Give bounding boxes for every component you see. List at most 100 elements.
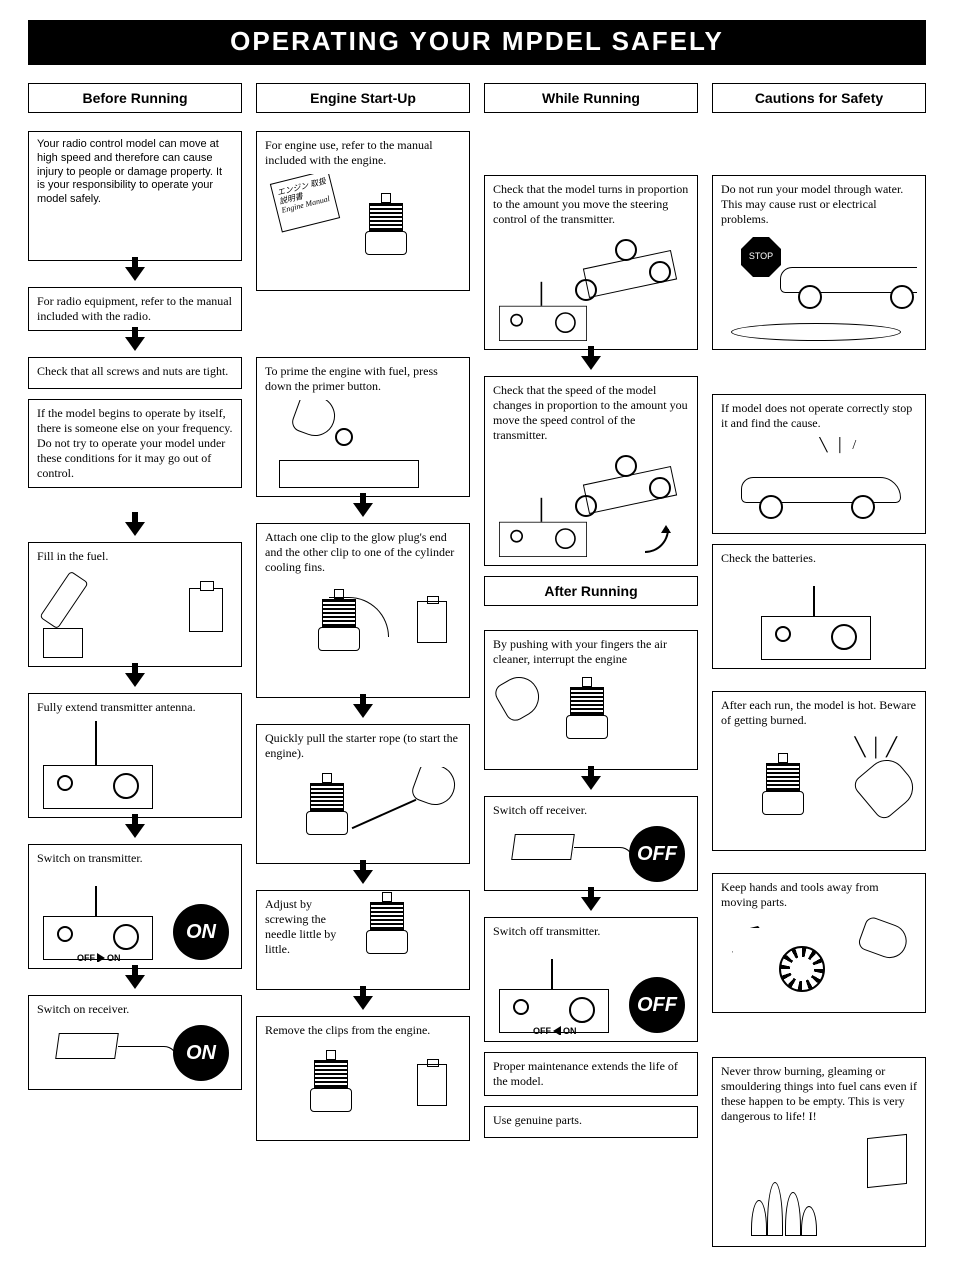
step-clips: Attach one clip to the glow plug's end a… <box>256 523 470 698</box>
tx-off-illustration: OFF OFFON <box>493 945 689 1035</box>
arrow-icon <box>125 267 145 281</box>
arrow-icon <box>581 356 601 370</box>
stop-sign-icon: STOP <box>741 237 781 277</box>
header-after-running: After Running <box>484 576 698 606</box>
step-water-text: Do not run your model through water. Thi… <box>721 182 917 227</box>
header-before-running: Before Running <box>28 83 242 113</box>
off-badge: OFF <box>629 826 685 882</box>
prime-illustration <box>265 400 461 490</box>
water-illustration: STOP <box>721 233 917 343</box>
step-stop-text: If model does not operate correctly stop… <box>721 401 917 431</box>
stop-illustration: ╲ │ / <box>721 437 917 527</box>
step-fuel-text: Fill in the fuel. <box>37 549 233 564</box>
arrow-icon <box>125 673 145 687</box>
step-frequency: If the model begins to operate by itself… <box>28 399 242 488</box>
step-radio-manual: For radio equipment, refer to the manual… <box>28 287 242 331</box>
step-needle: Adjust by screwing the needle little by … <box>256 890 470 990</box>
step-rx-off-text: Switch off receiver. <box>493 803 689 818</box>
step-tx-off-text: Switch off transmitter. <box>493 924 689 939</box>
rx-on-illustration: ON <box>37 1023 233 1083</box>
step-batteries-text: Check the batteries. <box>721 551 917 566</box>
fuel-can-icon <box>867 1134 907 1188</box>
remove-clips-illustration <box>265 1044 461 1134</box>
col-while-running: While Running Check that the model turns… <box>484 83 698 1138</box>
step-engine-manual-text: For engine use, refer to the manual incl… <box>265 138 461 168</box>
col-safety: Cautions for Safety Do not run your mode… <box>712 83 926 1247</box>
col-engine-startup: Engine Start-Up For engine use, refer to… <box>256 83 470 1141</box>
columns-container: Before Running Your radio control model … <box>28 83 926 1247</box>
step-prime-text: To prime the engine with fuel, press dow… <box>265 364 461 394</box>
antenna-illustration <box>37 721 233 811</box>
header-safety: Cautions for Safety <box>712 83 926 113</box>
steering-illustration <box>493 233 689 343</box>
arrow-icon <box>581 897 601 911</box>
off-badge: OFF <box>629 977 685 1033</box>
arrow-icon <box>353 704 373 718</box>
step-antenna: Fully extend transmitter antenna. <box>28 693 242 818</box>
step-genuine-parts: Use genuine parts. <box>484 1106 698 1138</box>
gear-icon <box>731 926 785 980</box>
step-pull-starter: Quickly pull the starter rope (to start … <box>256 724 470 864</box>
on-badge: ON <box>173 904 229 960</box>
header-while-running: While Running <box>484 83 698 113</box>
arrow-icon <box>125 975 145 989</box>
step-maintenance-text: Proper maintenance extends the life of t… <box>493 1059 689 1089</box>
step-fuel-fire-text: Never throw burning, gleaming or smoulde… <box>721 1064 917 1124</box>
step-interrupt-text: By pushing with your fingers the air cle… <box>493 637 689 667</box>
speed-illustration <box>493 449 689 559</box>
engine-manual-illustration: エンジン 取扱説明書 Engine Manual <box>265 174 461 284</box>
manual-page-icon: エンジン 取扱説明書 Engine Manual <box>270 174 340 233</box>
step-speed-text: Check that the speed of the model change… <box>493 383 689 443</box>
step-stop-find-cause: If model does not operate correctly stop… <box>712 394 926 534</box>
hot-illustration: ╲│╱ <box>721 734 917 844</box>
step-interrupt-engine: By pushing with your fingers the air cle… <box>484 630 698 770</box>
step-batteries: Check the batteries. <box>712 544 926 669</box>
arrow-icon <box>125 824 145 838</box>
step-fuel-fire: Never throw burning, gleaming or smoulde… <box>712 1057 926 1247</box>
fire-icon <box>751 1176 831 1236</box>
rx-off-illustration: OFF <box>493 824 689 884</box>
step-water: Do not run your model through water. Thi… <box>712 175 926 350</box>
moving-parts-illustration <box>721 916 917 1006</box>
step-steering-text: Check that the model turns in proportion… <box>493 182 689 227</box>
step-remove-clips-text: Remove the clips from the engine. <box>265 1023 461 1038</box>
pull-illustration <box>265 767 461 857</box>
on-badge: ON <box>173 1025 229 1081</box>
step-engine-manual: For engine use, refer to the manual incl… <box>256 131 470 291</box>
arrow-icon <box>581 776 601 790</box>
step-screws-text: Check that all screws and nuts are tight… <box>37 364 233 379</box>
arrow-icon <box>125 522 145 536</box>
step-tx-on: Switch on transmitter. ON OFFON <box>28 844 242 969</box>
batteries-illustration <box>721 572 917 662</box>
step-intro-text: Your radio control model can move at hig… <box>37 138 233 207</box>
step-needle-text: Adjust by screwing the needle little by … <box>265 897 339 983</box>
step-fuel: Fill in the fuel. <box>28 542 242 667</box>
col-before-running: Before Running Your radio control model … <box>28 83 242 1090</box>
step-moving-text: Keep hands and tools away from moving pa… <box>721 880 917 910</box>
arrow-icon <box>125 337 145 351</box>
step-pull-starter-text: Quickly pull the starter rope (to start … <box>265 731 461 761</box>
step-prime: To prime the engine with fuel, press dow… <box>256 357 470 497</box>
gear-icon <box>779 946 825 992</box>
arrow-icon <box>353 503 373 517</box>
clips-illustration <box>265 581 461 691</box>
arrow-icon <box>353 996 373 1010</box>
step-hot: After each run, the model is hot. Beware… <box>712 691 926 851</box>
step-hot-text: After each run, the model is hot. Beware… <box>721 698 917 728</box>
step-speed: Check that the speed of the model change… <box>484 376 698 566</box>
step-rx-off: Switch off receiver. OFF <box>484 796 698 891</box>
step-moving-parts: Keep hands and tools away from moving pa… <box>712 873 926 1013</box>
step-frequency-text: If the model begins to operate by itself… <box>37 406 233 481</box>
step-screws: Check that all screws and nuts are tight… <box>28 357 242 389</box>
interrupt-illustration <box>493 673 689 763</box>
arrow-icon <box>353 870 373 884</box>
switch-label: OFFON <box>533 1026 577 1035</box>
header-engine-startup: Engine Start-Up <box>256 83 470 113</box>
heat-lines-icon: ╲│╱ <box>855 736 901 759</box>
step-radio-manual-text: For radio equipment, refer to the manual… <box>37 294 233 324</box>
fuel-illustration <box>37 570 233 660</box>
step-genuine-text: Use genuine parts. <box>493 1113 689 1128</box>
step-clips-text: Attach one clip to the glow plug's end a… <box>265 530 461 575</box>
step-rx-on-text: Switch on receiver. <box>37 1002 233 1017</box>
step-antenna-text: Fully extend transmitter antenna. <box>37 700 233 715</box>
